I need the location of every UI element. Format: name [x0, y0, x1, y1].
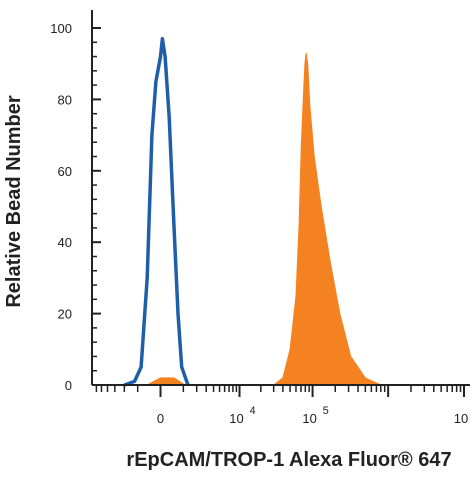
x-tick-exponent: 4: [250, 405, 256, 417]
x-tick-label: 10: [302, 411, 316, 426]
x-tick-label: 10: [454, 411, 468, 426]
x-tick-label: 10: [229, 411, 243, 426]
series-0-line: [123, 36, 190, 387]
x-axis-title: rEpCAM/TROP-1 Alexa Fluor® 647: [126, 449, 451, 471]
x-tick-label: 0: [157, 411, 164, 426]
y-tick-label: 20: [58, 307, 72, 322]
series-1-area: [130, 52, 382, 386]
x-tick-exponent: 5: [323, 405, 329, 417]
y-axis-title: Relative Bead Number: [3, 95, 25, 308]
y-tick-label: 40: [58, 235, 72, 250]
y-tick-label: 60: [58, 164, 72, 179]
y-tick-label: 80: [58, 92, 72, 107]
y-tick-label: 100: [50, 21, 72, 36]
y-tick-label: 0: [65, 378, 72, 393]
